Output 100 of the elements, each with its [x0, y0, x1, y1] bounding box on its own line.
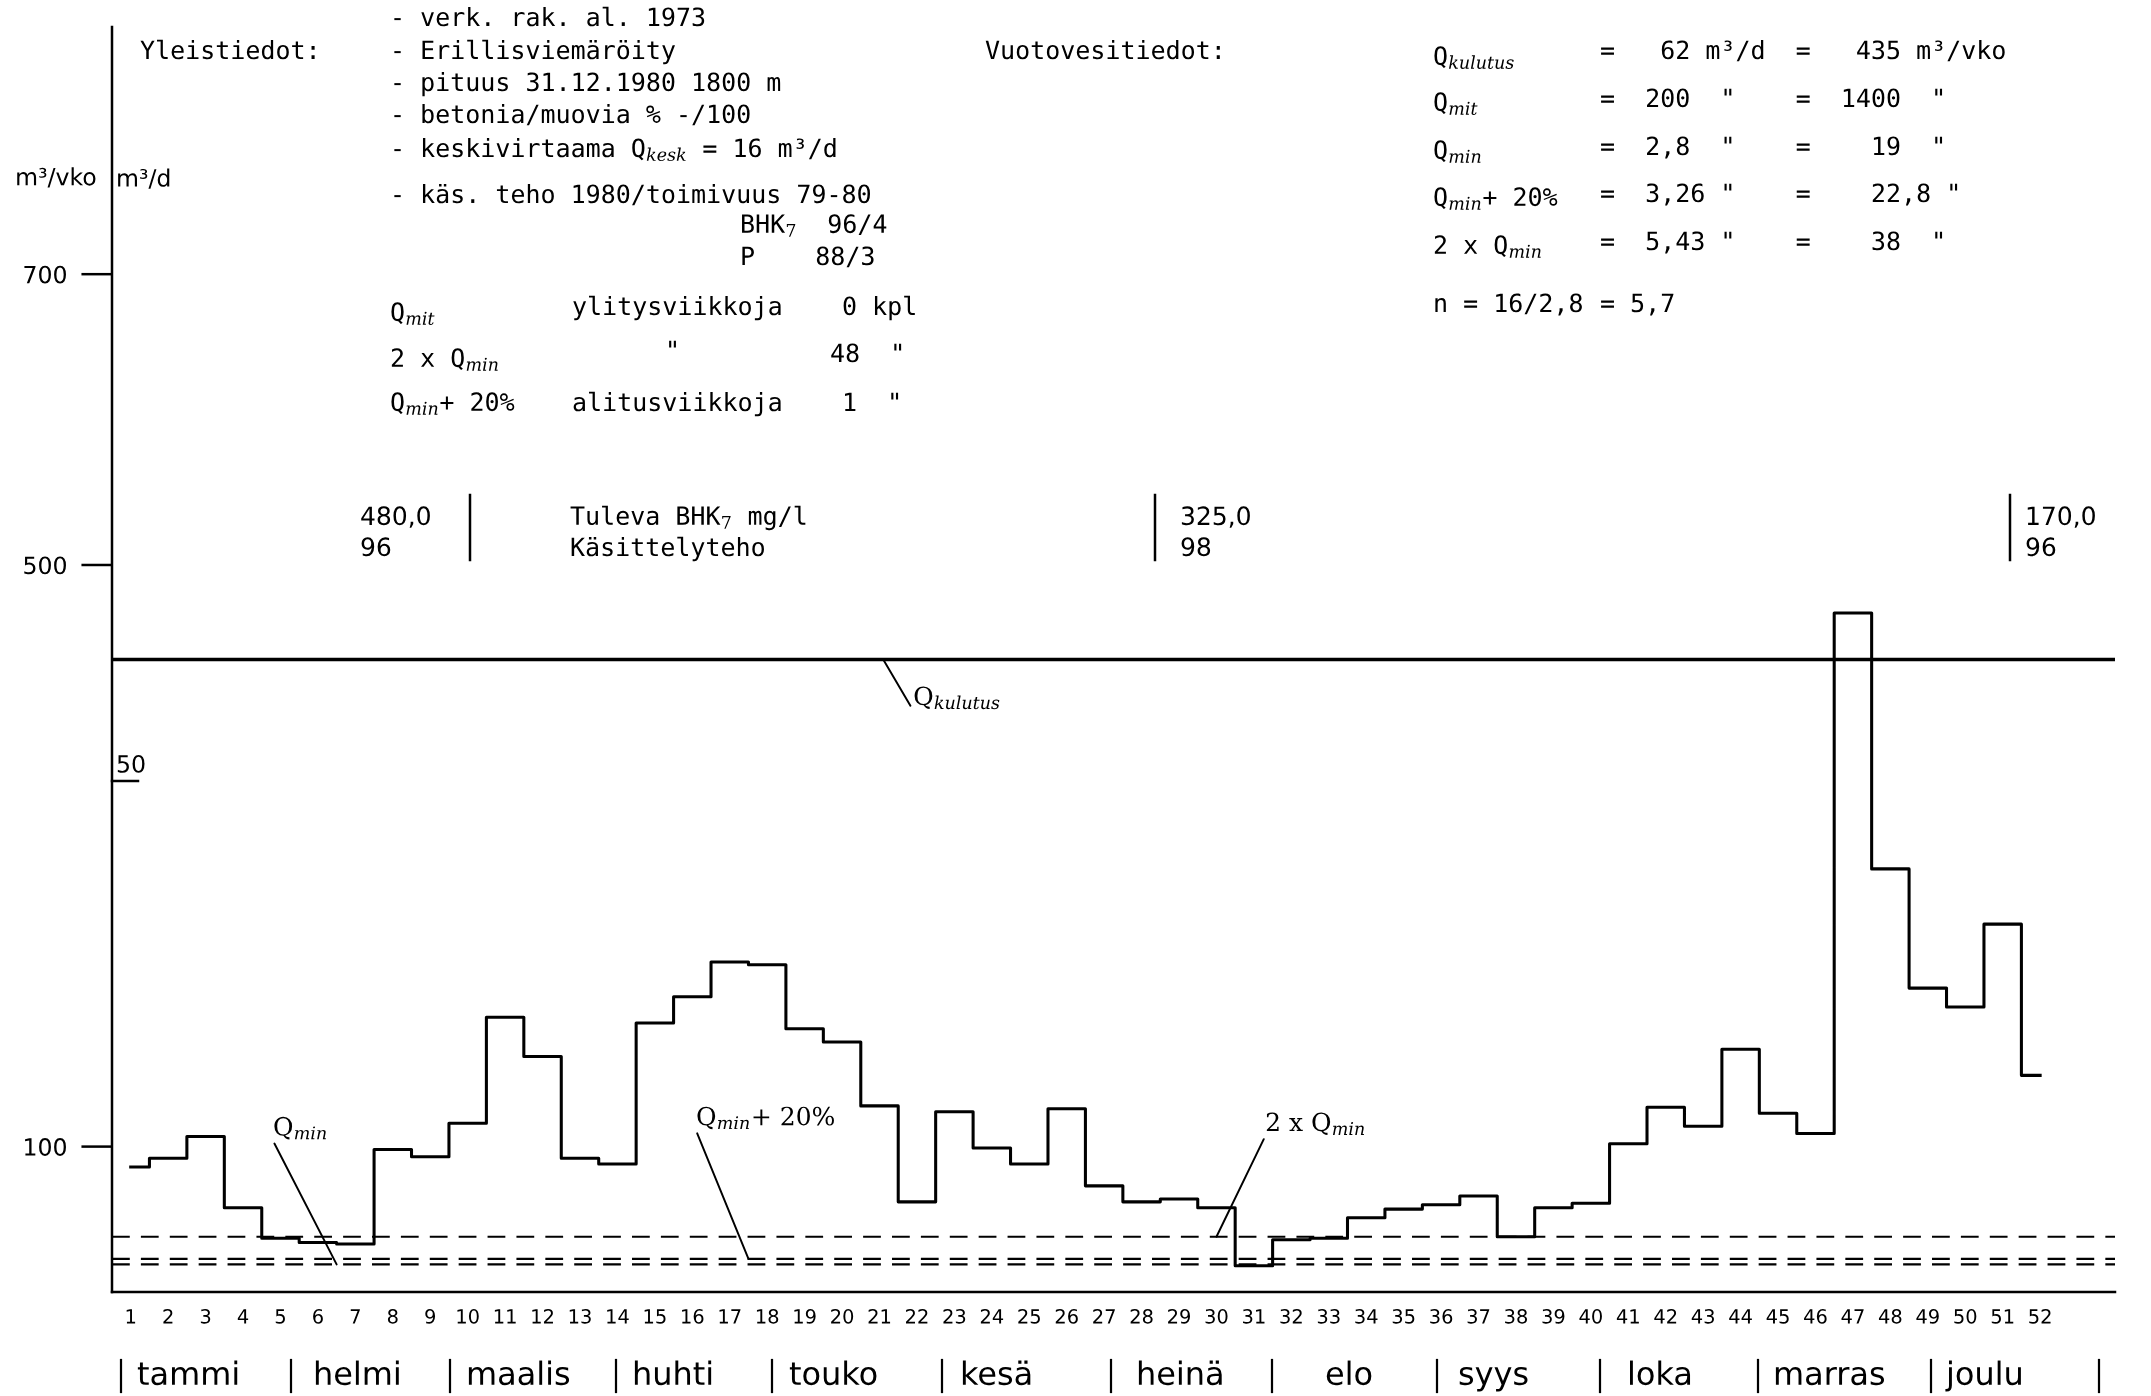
x-tick-label: 28 [1130, 1309, 1153, 1324]
x-tick-label: 38 [1505, 1309, 1528, 1324]
annotation: = 200 " = 1400 " [1601, 88, 1943, 108]
annotation: 1 " [845, 392, 899, 411]
x-tick-label: 6 [313, 1309, 323, 1324]
x-tick-label: 31 [1243, 1309, 1265, 1324]
y-tick-label: 500 [24, 556, 66, 575]
annotation: 50 [117, 754, 145, 773]
x-tick-label: 12 [532, 1309, 553, 1324]
y-axis-title: m³/vko [17, 167, 96, 188]
x-tick-label: 42 [1654, 1309, 1677, 1324]
x-tick-label: 1 [126, 1309, 136, 1324]
ref-line-label: Q$_{min}$ [274, 1116, 326, 1140]
annotation: Q$_{kulutus}$ [1434, 46, 1514, 69]
text: touko [789, 1360, 877, 1386]
x-tick-label: 5 [275, 1309, 285, 1324]
text: huhti [634, 1360, 712, 1386]
text: helmi [315, 1360, 399, 1386]
x-tick-label: 18 [756, 1309, 779, 1324]
x-tick-label: 40 [1579, 1309, 1602, 1324]
annotation: = 5,7 [1601, 293, 1674, 316]
x-tick-label: 45 [1766, 1309, 1789, 1324]
x-tick-label: 32 [1280, 1309, 1302, 1324]
annotation: 2 x Q$_{min}$ [1434, 235, 1541, 258]
legend-label: Q$_{kulutus}$ [914, 686, 1000, 710]
text: - verk. rak. al. 1973 [394, 6, 705, 27]
annotation: Käsittelyteho [571, 536, 764, 562]
x-tick-label: 9 [425, 1309, 436, 1324]
x-tick-label: 25 [1018, 1309, 1040, 1324]
x-tick-label: 11 [494, 1309, 516, 1324]
annotation: 2 x Q$_{min}$ [391, 348, 498, 371]
y2-axis-title: m³/d [118, 168, 170, 189]
text: BHK$_{7}$ 96/4 [742, 214, 887, 237]
y-tick-label: 100 [25, 1138, 66, 1156]
annotation: 96 [2026, 537, 2056, 557]
annotation: 0 kpl [843, 295, 915, 321]
annotation: Tuleva BHK$_{7}$ mg/l [570, 505, 806, 531]
annotation: 480,0 [361, 506, 430, 528]
x-tick-label: 27 [1093, 1309, 1115, 1324]
x-tick-label: 35 [1392, 1309, 1415, 1324]
annotation: - Erillisviemäröity [394, 39, 675, 65]
x-tick-label: 8 [387, 1309, 398, 1324]
x-tick-label: 4 [237, 1309, 249, 1324]
x-tick-label: 2 [163, 1309, 173, 1324]
x-tick-label: 52 [2029, 1309, 2051, 1324]
annotation: Q$_{min}$+ 20% [1434, 187, 1558, 210]
x-tick-label: 49 [1916, 1309, 1939, 1324]
text: marras [1775, 1366, 1885, 1386]
x-tick-label: 46 [1804, 1309, 1827, 1324]
x-tick-label: 50 [1954, 1309, 1977, 1324]
x-tick-label: 47 [1841, 1309, 1864, 1324]
annotation: = 3,26 " = 22,8 " [1601, 183, 1958, 206]
x-tick-label: 29 [1168, 1309, 1191, 1324]
x-tick-label: 3 [200, 1309, 211, 1324]
annotation: Yleistiedot: [140, 39, 315, 60]
annotation: P 88/3 [742, 246, 874, 268]
x-tick-label: 51 [1991, 1309, 2014, 1324]
x-tick-label: 26 [1055, 1309, 1078, 1324]
x-tick-label: 16 [682, 1309, 704, 1324]
x-tick-label: 43 [1691, 1309, 1714, 1324]
text: joulu [1945, 1360, 2021, 1392]
text: maalis [468, 1360, 570, 1386]
annotation: = 62 m³/d = 435 m³/vko [1601, 39, 2005, 62]
x-tick-label: 24 [980, 1309, 1004, 1324]
x-tick-label: 10 [457, 1309, 479, 1324]
annotation: 96 [361, 537, 391, 557]
annotation: Q$_{min}$+ 20% [391, 392, 515, 415]
x-tick-label: 19 [794, 1309, 816, 1324]
x-tick-label: 33 [1317, 1309, 1340, 1324]
x-tick-label: 37 [1467, 1309, 1490, 1324]
annotation: Vuotovesitiedot: [985, 39, 1220, 60]
annotation: ylitysviikkoja [573, 295, 781, 321]
x-tick-label: 15 [644, 1309, 666, 1324]
x-tick-label: 21 [868, 1309, 891, 1324]
text: tammi [137, 1360, 238, 1386]
x-tick-label: 30 [1205, 1309, 1228, 1324]
annotation: - pituus 31.12.1980 1800 m [394, 71, 781, 97]
x-tick-label: 41 [1616, 1309, 1639, 1324]
x-tick-label: 39 [1542, 1309, 1565, 1324]
annotation: - käs. teho 1980/toimivuus 79-80 [394, 183, 871, 206]
annotation: 170,0 [2027, 506, 2095, 528]
annotation: - betonia/muovia % -/100 [394, 103, 750, 126]
annotation: 48 " [831, 343, 902, 363]
x-tick-label: 7 [350, 1309, 360, 1324]
x-tick-label: 14 [607, 1309, 629, 1324]
annotation: Q$_{mit}$ [1434, 92, 1478, 115]
ref-line-label: Q$_{min}$+ 20% [697, 1106, 834, 1130]
annotation: = 5,43 " = 38 " [1601, 231, 1943, 254]
annotation: Q$_{min}$ [1434, 140, 1481, 163]
annotation: alitusviikkoja [573, 391, 781, 417]
annotation: - keskivirtaama Q$_{kesk}$ = 16 m³/d [394, 137, 836, 162]
annotation: 98 [1181, 537, 1211, 557]
x-tick-label: 22 [906, 1309, 928, 1324]
y-tick-label: 700 [24, 265, 66, 284]
x-tick-label: 48 [1878, 1309, 1902, 1324]
text: heinä [1138, 1360, 1222, 1386]
text: loka [1630, 1360, 1691, 1386]
x-tick-label: 44 [1729, 1309, 1752, 1324]
x-tick-label: 20 [831, 1309, 854, 1324]
x-tick-label: 23 [943, 1309, 966, 1324]
